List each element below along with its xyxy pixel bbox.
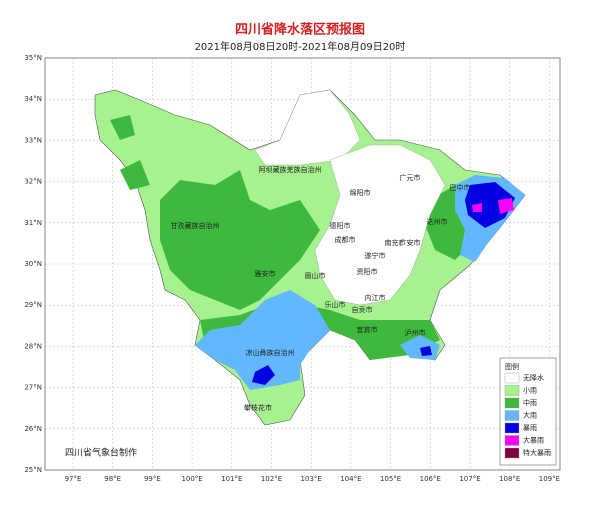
legend-title: 图例 [505, 362, 519, 371]
lon-label: 106°E [420, 475, 441, 483]
place-label: 成都市 [335, 235, 356, 244]
lon-label: 103°E [301, 475, 322, 483]
place-label: 凉山彝族自治州 [246, 348, 295, 357]
place-label: 眉山市 [305, 271, 326, 280]
lat-label: 34°N [24, 95, 42, 103]
legend-label: 暴雨 [523, 424, 537, 432]
moderate-rain-area [160, 170, 320, 310]
legend-swatch [504, 372, 520, 384]
lon-label: 102°E [261, 475, 282, 483]
heavy-rain-area [195, 290, 330, 390]
lon-label: 108°E [499, 475, 520, 483]
moderate-rain-area [110, 115, 150, 190]
lon-label: 107°E [459, 475, 480, 483]
place-label: 雅安市 [255, 269, 276, 278]
lon-label: 99°E [144, 475, 161, 483]
place-label: 达州市 [427, 217, 448, 226]
legend-swatch [504, 410, 520, 421]
place-label: 乐山市 [325, 300, 346, 309]
lat-label: 28°N [24, 342, 42, 350]
lat-label: 30°N [24, 260, 42, 268]
heavy-rainstorm-area [472, 198, 514, 214]
legend-swatch [504, 422, 520, 434]
place-label: 自贡市 [352, 305, 373, 314]
legend-swatch [504, 397, 520, 409]
legend-swatch [504, 435, 520, 446]
place-label: 阿坝藏族羌族自治州 [259, 165, 322, 174]
map-subtitle: 2021年08月08日20时-2021年08月09日20时 [195, 40, 406, 53]
lon-label: 109°E [539, 475, 560, 483]
legend-label: 小雨 [523, 386, 537, 395]
legend-label: 中雨 [523, 398, 537, 407]
lat-label: 35°N [24, 54, 42, 62]
place-label: 绵阳市 [350, 188, 371, 197]
lon-label: 97°E [65, 475, 82, 483]
place-label: 攀枝花市 [244, 403, 272, 412]
place-label: 资阳市 [357, 267, 378, 276]
place-label: 广安市 [400, 238, 421, 247]
place-label: 巴中市 [450, 183, 471, 192]
place-label: 南充市 [385, 238, 406, 247]
place-label: 宜宾市 [357, 325, 378, 334]
no-rain-area [254, 89, 361, 166]
legend-label: 大雨 [523, 411, 537, 420]
lon-label: 100°E [181, 475, 202, 483]
lon-label: 104°E [340, 475, 361, 483]
lat-label: 26°N [24, 425, 42, 433]
legend-label: 大暴雨 [523, 436, 544, 445]
no-rain-area [314, 144, 446, 306]
lon-label: 105°E [380, 475, 401, 483]
map-title: 四川省降水落区预报图 [235, 22, 365, 38]
lat-label: 31°N [24, 219, 42, 227]
legend-swatch [504, 447, 520, 459]
legend-label: 无降水 [523, 373, 544, 382]
lat-label: 29°N [24, 301, 42, 309]
place-label: 广元市 [400, 173, 421, 182]
place-label: 泸州市 [405, 328, 426, 337]
place-label: 遂宁市 [365, 251, 386, 260]
rainstorm-area [465, 182, 515, 228]
place-label: 甘孜藏族自治州 [171, 221, 220, 230]
place-label: 内江市 [365, 293, 386, 302]
credit: 四川省气象台制作 [65, 447, 137, 459]
lon-label: 98°E [104, 475, 121, 483]
lat-label: 32°N [24, 178, 42, 186]
lat-label: 33°N [24, 136, 42, 144]
place-label: 德阳市 [330, 221, 351, 230]
lat-label: 25°N [24, 466, 42, 474]
legend-label: 特大暴雨 [523, 448, 551, 457]
legend-swatch [504, 385, 520, 396]
lon-label: 101°E [221, 475, 242, 483]
lat-label: 27°N [24, 384, 42, 392]
